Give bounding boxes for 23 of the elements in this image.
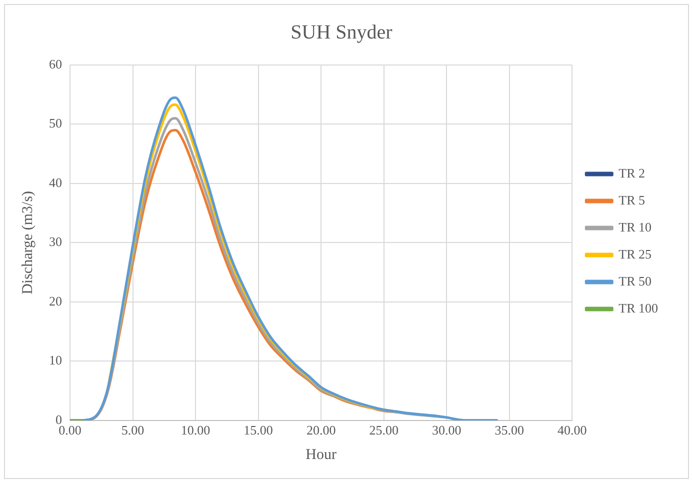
x-tick-label: 10.00	[180, 422, 210, 438]
x-tick-label: 40.00	[558, 422, 587, 438]
x-tick-label: 30.00	[432, 422, 462, 438]
x-tick-label: 25.00	[369, 422, 398, 438]
x-tick-label: 5.00	[121, 422, 144, 438]
y-axis-title: Discharge (m3/s)	[20, 190, 36, 294]
legend-label: TR 5	[618, 192, 646, 208]
legend-label: TR 2	[618, 165, 646, 180]
y-tick-label: 30	[49, 234, 62, 250]
legend-label: TR 25	[618, 246, 652, 262]
x-tick-label: 15.00	[244, 422, 273, 438]
y-tick-label: 10	[49, 352, 62, 368]
y-tick-label: 60	[49, 56, 62, 72]
y-tick-label: 50	[49, 116, 62, 131]
y-tick-label: 20	[49, 293, 62, 308]
chart-title: SUH Snyder	[290, 21, 393, 44]
x-axis-title: Hour	[306, 446, 336, 463]
y-tick-label: 40	[49, 174, 62, 190]
legend-label: TR 100	[618, 300, 658, 316]
x-tick-label: 20.00	[306, 422, 336, 438]
legend-label: TR 50	[618, 273, 652, 288]
x-tick-label: 35.00	[494, 422, 524, 438]
legend-label: TR 10	[618, 219, 652, 234]
